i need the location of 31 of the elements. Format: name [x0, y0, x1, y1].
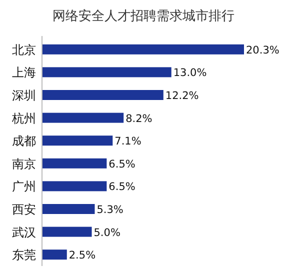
data-label: 5.3%: [96, 204, 124, 216]
data-label: 7.1%: [114, 136, 142, 148]
data-label: 5.0%: [94, 226, 120, 239]
data-label: 13.0%: [173, 67, 207, 80]
y-tick-label: 武汉: [12, 225, 36, 240]
y-tick-label: 广州: [12, 180, 36, 194]
bar: [42, 44, 244, 54]
bar: [42, 90, 164, 100]
bar: [42, 136, 113, 146]
y-tick-label: 南京: [12, 156, 36, 171]
chart-title: 网络安全人才招聘需求城市排行: [52, 8, 234, 24]
y-tick-label: 杭州: [11, 111, 36, 126]
y-tick-label: 东莞: [12, 248, 36, 262]
data-label: 20.3%: [246, 44, 280, 56]
data-label: 6.5%: [108, 181, 136, 194]
bar: [42, 250, 67, 260]
data-label: 8.2%: [126, 112, 152, 125]
y-tick-label: 西安: [12, 202, 36, 216]
bar: [42, 158, 107, 168]
bar: [42, 204, 95, 214]
y-tick-label: 深圳: [12, 88, 36, 102]
data-label: 6.5%: [108, 158, 136, 170]
y-tick-label: 上海: [12, 66, 36, 80]
data-label: 2.5%: [68, 250, 96, 262]
bar: [42, 67, 172, 78]
bar: [42, 112, 124, 123]
data-label: 12.2%: [165, 90, 199, 102]
bar: [42, 181, 107, 192]
y-tick-label: 北京: [12, 42, 36, 57]
y-tick-label: 成都: [12, 134, 36, 148]
bar: [42, 226, 92, 237]
